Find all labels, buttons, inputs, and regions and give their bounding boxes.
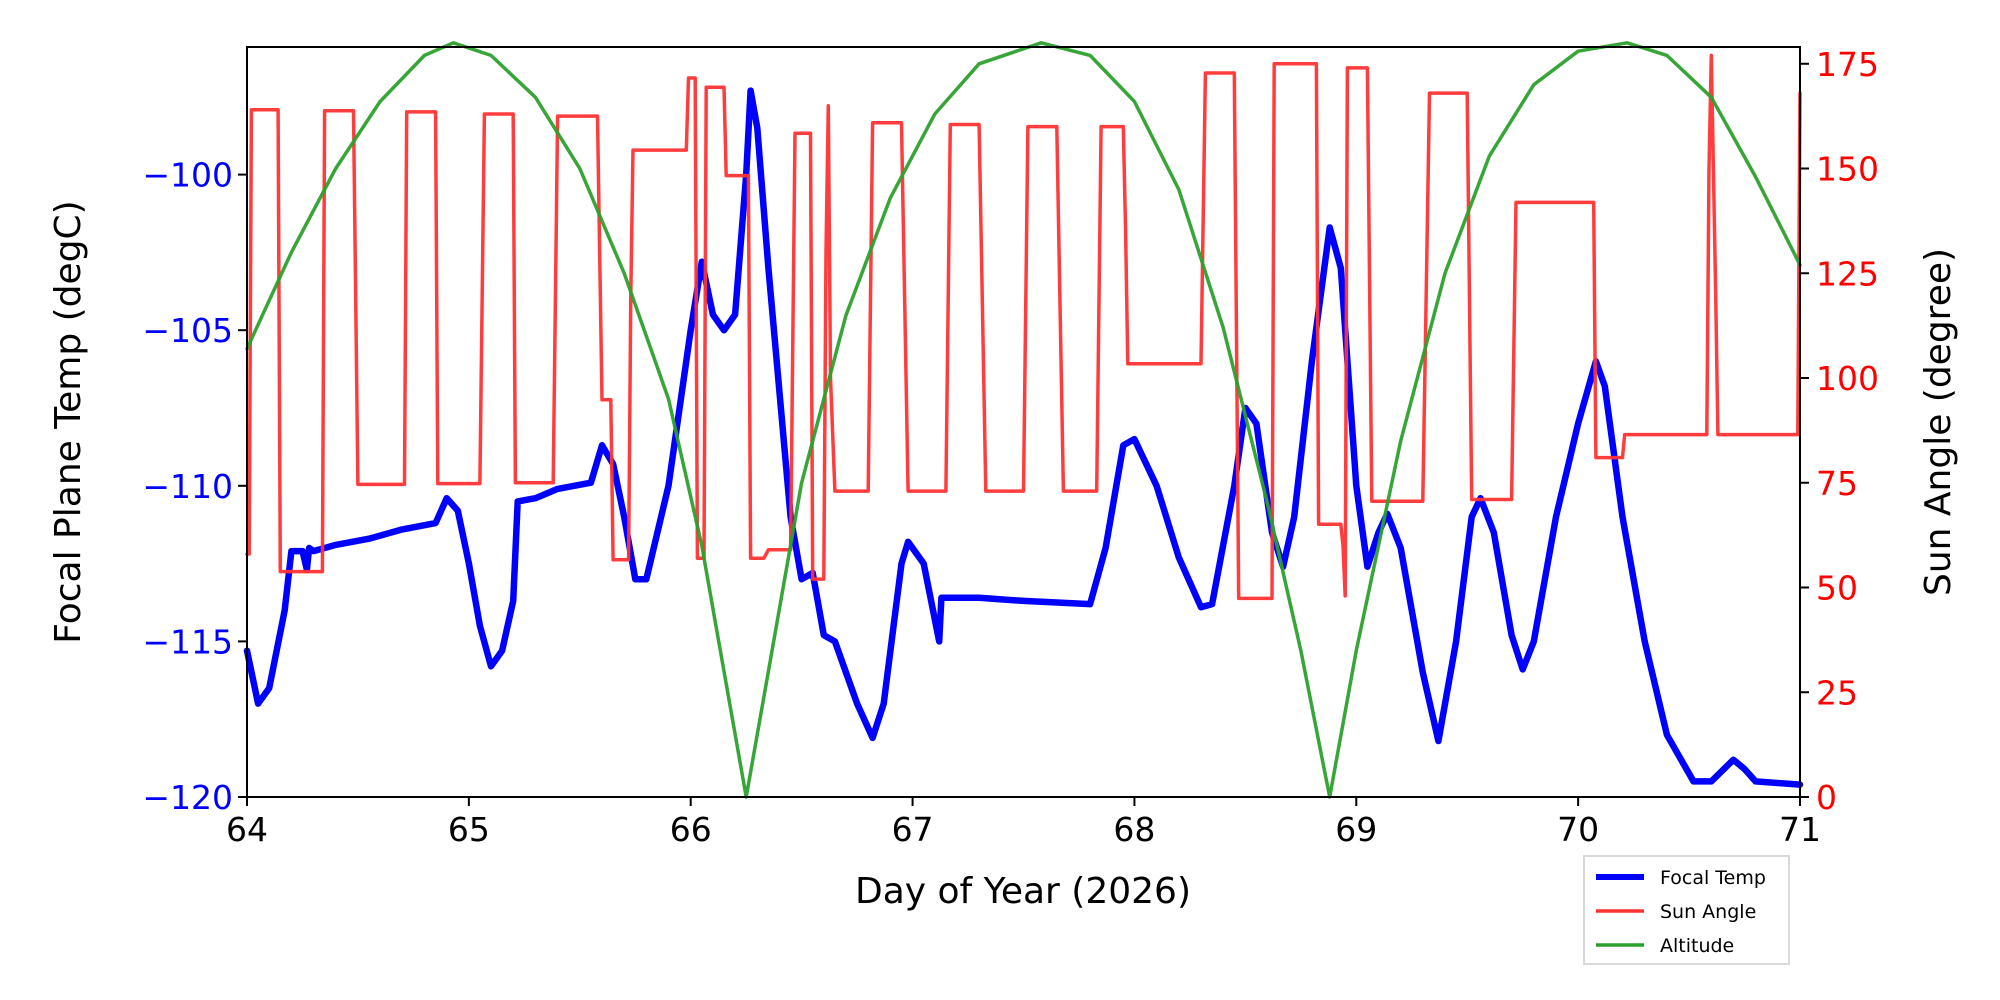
right-y-tick-label: 0 [1816,778,1837,817]
left-y-tick-label: −115 [142,622,233,661]
right-y-tick-label: 150 [1816,150,1879,189]
plot-frame [246,46,1801,798]
right-y-tick-label: 50 [1816,569,1858,608]
legend-label: Altitude [1660,935,1734,957]
series-line-focal-temp [243,87,1804,788]
right-y-tick-label: 125 [1816,254,1879,293]
x-tick-label: 66 [670,810,712,849]
x-tick-label: 67 [892,810,934,849]
right-y-axis-label: Sun Angle (degree) [1918,248,1959,596]
x-tick-label: 64 [226,810,268,849]
series-line-sun-angle [245,53,1802,601]
left-y-axis-label: Focal Plane Temp (degC) [48,200,89,643]
right-y-tick-label: 75 [1816,464,1858,503]
x-tick-label: 71 [1779,810,1821,849]
x-tick-label: 65 [448,810,490,849]
right-y-axis: 0 25 50 75 100 125 150 175 [1800,45,1879,817]
right-y-tick-label: 100 [1816,359,1879,398]
right-y-tick-label: 175 [1816,45,1879,84]
left-y-axis: −120 −115 −110 −105 −100 [142,156,247,817]
x-tick-label: 70 [1557,810,1599,849]
left-y-tick-label: −110 [142,467,233,506]
legend-label: Sun Angle [1660,901,1756,923]
right-y-tick-label: 25 [1816,673,1858,712]
series-line-altitude [245,41,1802,799]
x-tick-label: 68 [1113,810,1155,849]
x-tick-label: 69 [1335,810,1377,849]
left-y-tick-label: −105 [142,311,233,350]
legend-label: Focal Temp [1660,867,1766,889]
series-layer [243,41,1804,799]
left-y-tick-label: −100 [142,156,233,195]
x-axis-label: Day of Year (2026) [855,871,1191,912]
legend: Focal Temp Sun Angle Altitude [1583,855,1790,965]
left-y-tick-label: −120 [142,778,233,817]
x-axis: 64 65 66 67 68 69 70 71 [226,797,1821,849]
